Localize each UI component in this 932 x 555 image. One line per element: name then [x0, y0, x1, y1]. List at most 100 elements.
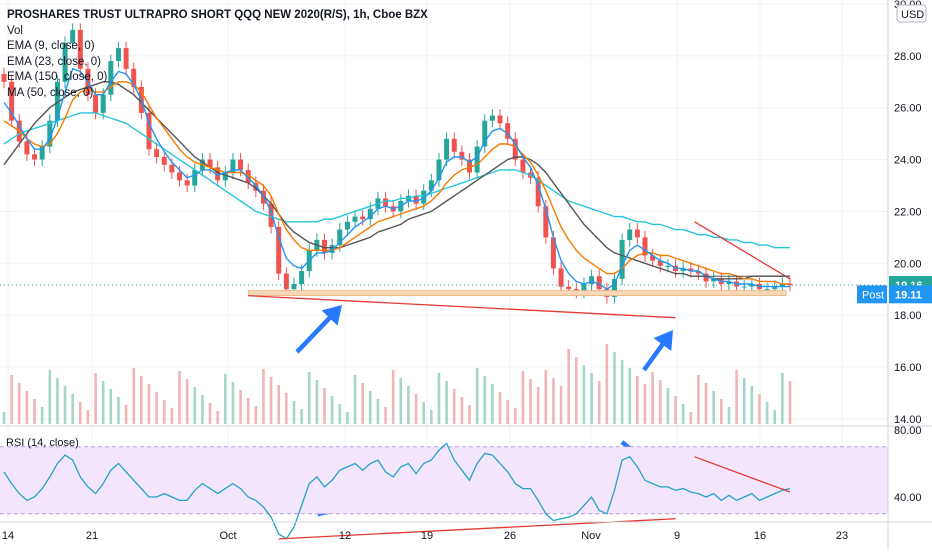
volume-bar	[262, 369, 265, 424]
volume-bar	[25, 391, 29, 424]
volume-bar	[689, 412, 693, 424]
candle-body	[566, 286, 572, 290]
candle-body	[238, 159, 244, 170]
volume-bar	[430, 410, 433, 424]
candle-body	[688, 268, 694, 272]
candle-body	[466, 159, 472, 173]
volume-bar	[330, 396, 334, 424]
candle-body	[550, 237, 556, 269]
volume-bar	[124, 405, 128, 424]
candle-body	[680, 268, 686, 272]
price-tick-label: 18.00	[894, 310, 922, 322]
candle-body	[77, 29, 83, 69]
time-tick-label: 21	[86, 530, 98, 542]
candle-body	[383, 198, 389, 207]
price-tick-label: 14.00	[894, 414, 922, 426]
volume-bar	[414, 394, 418, 424]
legend-ema150: EMA (150, close, 0)	[7, 71, 108, 83]
candle-body	[611, 278, 617, 297]
volume-bar	[681, 404, 685, 424]
rsi-line	[3, 442, 791, 540]
volume-bar	[536, 387, 540, 424]
legend-ema23: EMA (23, close, 0)	[7, 55, 101, 68]
candle-body	[154, 149, 160, 157]
candle-body	[512, 138, 518, 160]
candle-body	[268, 203, 274, 227]
volume-bar	[597, 381, 601, 424]
candle-body	[703, 273, 709, 282]
volume-bar	[506, 400, 509, 424]
price-tick-label: 26.00	[894, 103, 922, 115]
downtrend-line	[694, 221, 791, 280]
candle-body	[711, 278, 717, 282]
volume-bar	[368, 391, 372, 424]
post-label: Post	[862, 289, 884, 301]
volume-bar	[544, 370, 548, 424]
legend-vol: Vol	[7, 24, 23, 37]
post-price-value: 19.11	[895, 289, 922, 301]
volume-bar	[712, 391, 715, 424]
candle-body	[1, 74, 7, 82]
volume-bar	[636, 376, 639, 424]
candle-body	[665, 265, 671, 267]
volume-bar	[33, 399, 36, 424]
volume-bar	[460, 397, 464, 424]
candle-body	[779, 284, 785, 287]
volume-bar	[56, 378, 59, 424]
volume-bar	[376, 399, 380, 424]
time-tick-label: 16	[754, 530, 766, 542]
rsi-downtrend-line	[694, 456, 791, 493]
volume-bar	[788, 381, 792, 424]
volume-bar	[178, 371, 181, 424]
time-tick-label: 26	[504, 530, 516, 542]
candle-body	[352, 216, 358, 222]
candle-body	[115, 48, 121, 62]
price-tick-label: 24.00	[894, 155, 922, 167]
candle-body	[413, 195, 419, 204]
volume-bar	[101, 381, 105, 424]
candle-body	[642, 237, 648, 256]
currency-label: USD	[901, 9, 924, 21]
price-tick-label: 28.00	[894, 51, 922, 63]
time-tick-label: 9	[674, 530, 680, 542]
volume-bar	[208, 403, 212, 424]
volume-bar	[498, 392, 502, 424]
volume-bar	[193, 387, 197, 424]
volume-bar	[552, 378, 555, 424]
candle-body	[39, 146, 45, 160]
volume-bar	[185, 379, 189, 424]
support-zone	[247, 290, 787, 296]
candle-body	[581, 284, 587, 292]
volume-bar	[315, 380, 319, 424]
volume-bar	[452, 389, 456, 424]
volume-bar	[437, 373, 441, 424]
candle-body	[207, 159, 213, 168]
volume-bar	[292, 401, 296, 424]
candle-body	[70, 29, 76, 43]
volume-bar	[94, 373, 97, 424]
candle-body	[505, 123, 511, 139]
volume-bar	[254, 406, 258, 424]
volume-bar	[10, 375, 13, 424]
candle-body	[657, 260, 663, 266]
ema9-line	[3, 67, 790, 291]
volume-bar	[170, 408, 174, 424]
candle-body	[489, 115, 495, 121]
candle-body	[589, 276, 595, 284]
volume-bar	[384, 407, 387, 424]
volume-bar	[559, 386, 563, 424]
candle-body	[276, 226, 282, 274]
candle-body	[627, 229, 633, 240]
candle-body	[9, 81, 15, 121]
chart-legend: PROSHARES TRUST ULTRAPRO SHORT QQQ NEW 2…	[7, 8, 428, 101]
volume-bar	[513, 408, 517, 424]
candle-body	[337, 229, 343, 246]
volume-bar	[71, 394, 74, 424]
volume-bar	[781, 373, 784, 424]
time-tick-label: 19	[421, 530, 433, 542]
rsi-legend: RSI (14, close)	[6, 437, 79, 449]
volume-bar	[521, 371, 525, 424]
legend-ema9: EMA (9, close, 0)	[7, 40, 95, 52]
volume-bar	[750, 386, 754, 424]
